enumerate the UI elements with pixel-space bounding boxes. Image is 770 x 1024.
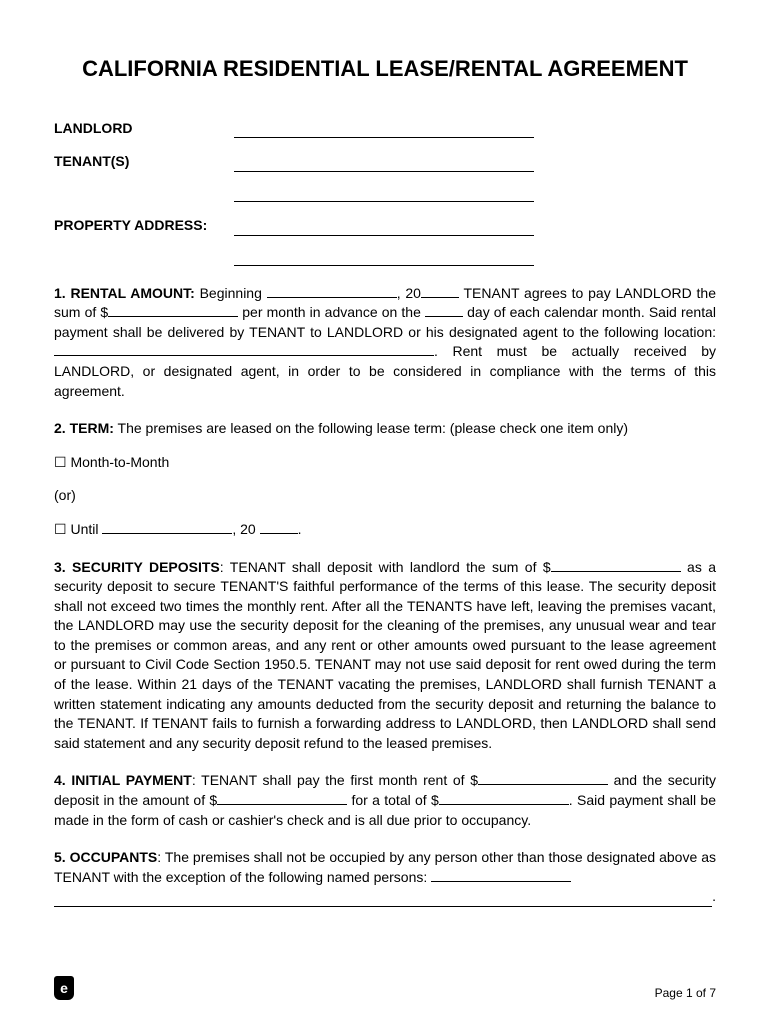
until-blank-date[interactable] — [102, 521, 232, 534]
property-label: PROPERTY ADDRESS: — [54, 216, 234, 236]
s4-blank-rent[interactable] — [478, 772, 608, 785]
section-4: 4. INITIAL PAYMENT: TENANT shall pay the… — [54, 771, 716, 830]
s1-t2: , 20 — [397, 285, 421, 301]
section-4-label: 4. INITIAL PAYMENT — [54, 772, 192, 788]
landlord-row: LANDLORD — [54, 119, 716, 139]
s4-blank-total[interactable] — [439, 792, 569, 805]
s5-t2: . — [712, 887, 716, 907]
s4-t1: : TENANT shall pay the first month rent … — [192, 772, 478, 788]
option-month-label: Month-to-Month — [70, 454, 169, 470]
tenants-blank-2[interactable] — [234, 186, 534, 202]
s2-text: The premises are leased on the following… — [114, 420, 628, 436]
s1-blank-date[interactable] — [267, 285, 397, 298]
section-1-label: 1. RENTAL AMOUNT: — [54, 285, 195, 301]
term-option-1: ☐ Month-to-Month — [54, 453, 716, 473]
property-row-2 — [54, 250, 716, 266]
section-2: 2. TERM: The premises are leased on the … — [54, 419, 716, 439]
section-5-label: 5. OCCUPANTS — [54, 849, 157, 865]
s1-blank-sum[interactable] — [108, 304, 238, 317]
s3-t2: as a security deposit to secure TENANT'S… — [54, 559, 716, 751]
s1-blank-year[interactable] — [421, 285, 459, 298]
tenants-label: TENANT(S) — [54, 152, 234, 172]
s3-blank-sum[interactable] — [551, 559, 681, 572]
page-number: Page 1 of 7 — [655, 986, 716, 1000]
option-until-b: , 20 — [232, 521, 259, 537]
s4-t3: for a total of $ — [347, 792, 439, 808]
section-3-label: 3. SECURITY DEPOSITS — [54, 559, 220, 575]
s3-t1: : TENANT shall deposit with landlord the… — [220, 559, 551, 575]
page-footer: Page 1 of 7 — [54, 976, 716, 1000]
section-5: 5. OCCUPANTS: The premises shall not be … — [54, 848, 716, 907]
section-2-label: 2. TERM: — [54, 420, 114, 436]
term-or: (or) — [54, 486, 716, 506]
tenants-row-2 — [54, 186, 716, 202]
s1-blank-day[interactable] — [425, 304, 463, 317]
tenants-blank-1[interactable] — [234, 156, 534, 172]
document-title: CALIFORNIA RESIDENTIAL LEASE/RENTAL AGRE… — [54, 54, 716, 85]
section-3: 3. SECURITY DEPOSITS: TENANT shall depos… — [54, 558, 716, 754]
s1-t4: per month in advance on the — [238, 304, 425, 320]
property-blank-2[interactable] — [234, 250, 534, 266]
checkbox-month[interactable]: ☐ — [54, 453, 67, 473]
until-blank-year[interactable] — [260, 521, 298, 534]
term-option-2: ☐ Until , 20 . — [54, 520, 716, 540]
option-until-c: . — [298, 521, 302, 537]
option-until-a: Until — [70, 521, 102, 537]
landlord-label: LANDLORD — [54, 119, 234, 139]
section-1: 1. RENTAL AMOUNT: Beginning , 20 TENANT … — [54, 284, 716, 402]
property-blank-1[interactable] — [234, 220, 534, 236]
property-row: PROPERTY ADDRESS: — [54, 216, 716, 236]
s1-blank-location[interactable] — [54, 343, 434, 356]
s5-blank-1[interactable] — [431, 869, 571, 882]
s5-blank-2[interactable] — [54, 893, 712, 907]
tenants-row: TENANT(S) — [54, 152, 716, 172]
landlord-blank[interactable] — [234, 122, 534, 138]
s4-blank-deposit[interactable] — [217, 792, 347, 805]
checkbox-until[interactable]: ☐ — [54, 520, 67, 540]
s1-t1: Beginning — [195, 285, 267, 301]
logo-icon — [54, 976, 74, 1000]
